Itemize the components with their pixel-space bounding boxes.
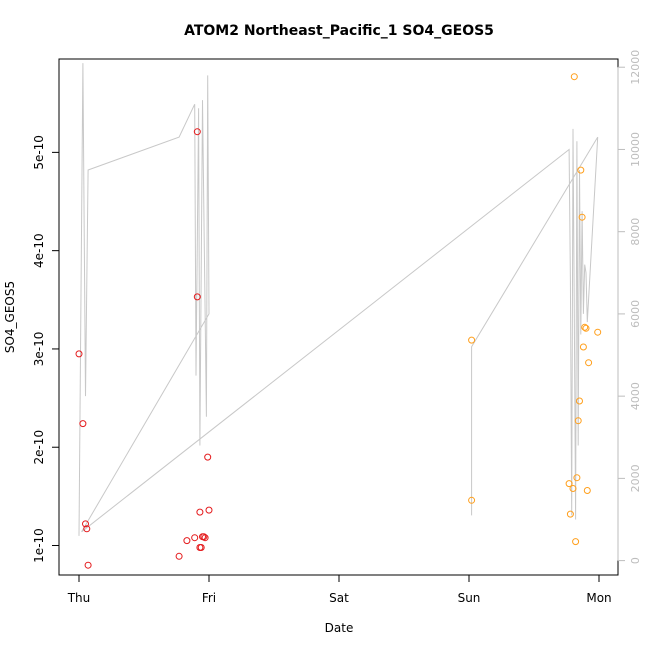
y-right-tick-label: 4000 [629,382,642,410]
data-point-series-2 [581,323,589,331]
y-left-tick-label: 3e-10 [32,332,46,367]
y-right-tick-label: 2000 [629,464,642,492]
data-point-series-2 [578,213,586,221]
y-right-tick-label: 6000 [629,300,642,328]
data-point-series-1 [83,525,91,533]
data-point-series-2 [569,485,577,492]
x-axis-label: Date [325,621,354,635]
y-right-tick-label: 0 [629,557,642,564]
data-point-series-2 [572,538,580,546]
y-axis-label: SO4_GEOS5 [3,281,17,353]
data-point-series-2 [579,343,587,351]
data-point-series-1 [201,534,209,542]
y-left-tick-label: 1e-10 [32,528,46,563]
data-point-series-2 [594,328,602,336]
y-left-tick-label: 5e-10 [32,135,46,170]
data-point-series-1 [183,537,191,545]
data-point-series-2 [570,73,578,81]
data-point-series-2 [468,336,476,344]
data-point-series-1 [204,453,212,461]
data-point-series-1 [193,293,201,301]
data-point-series-2 [577,166,585,174]
data-point-series-2 [566,510,574,518]
data-point-series-2 [565,480,573,488]
data-point-series-1 [175,552,183,560]
y-right-tick-label: 8000 [629,218,642,246]
x-tick-label: Sat [329,591,349,605]
data-point-series-2 [583,487,591,494]
data-point-series-2 [585,359,593,367]
data-point-series-2 [574,417,582,425]
y-right-tick-label: 12000 [629,50,642,85]
data-point-series-1 [82,520,89,528]
data-point-series-1 [75,350,83,358]
data-point-series-1 [193,128,201,136]
plot-layer: Thu Fri Sat Sun Mon 1e-10 2e-10 3e-10 4e-10 5e-10… [32,50,642,605]
data-point-series-1 [200,533,208,541]
y-right-tick-label: 10000 [629,132,642,167]
chart-title: ATOM2 Northeast_Pacific_1 SO4_GEOS5 [184,23,494,39]
data-point-series-2 [573,474,581,482]
data-point-series-2 [576,397,583,405]
data-point-series-2 [582,324,590,332]
data-point-series-1 [84,561,92,569]
y-left-tick-label: 4e-10 [32,233,46,268]
data-point-series-1 [191,534,199,542]
x-tick-label: Thu [67,591,91,605]
data-point-series-1 [197,544,205,551]
data-point-series-1 [79,420,87,428]
x-tick-label: Sun [458,591,481,605]
x-tick-label: Fri [202,591,216,605]
data-point-series-1 [196,508,204,516]
x-tick-label: Mon [586,591,611,605]
y-left-tick-label: 2e-10 [32,430,46,465]
data-point-series-2 [468,496,476,504]
altitude-line [78,63,599,536]
data-point-series-1 [205,506,213,514]
